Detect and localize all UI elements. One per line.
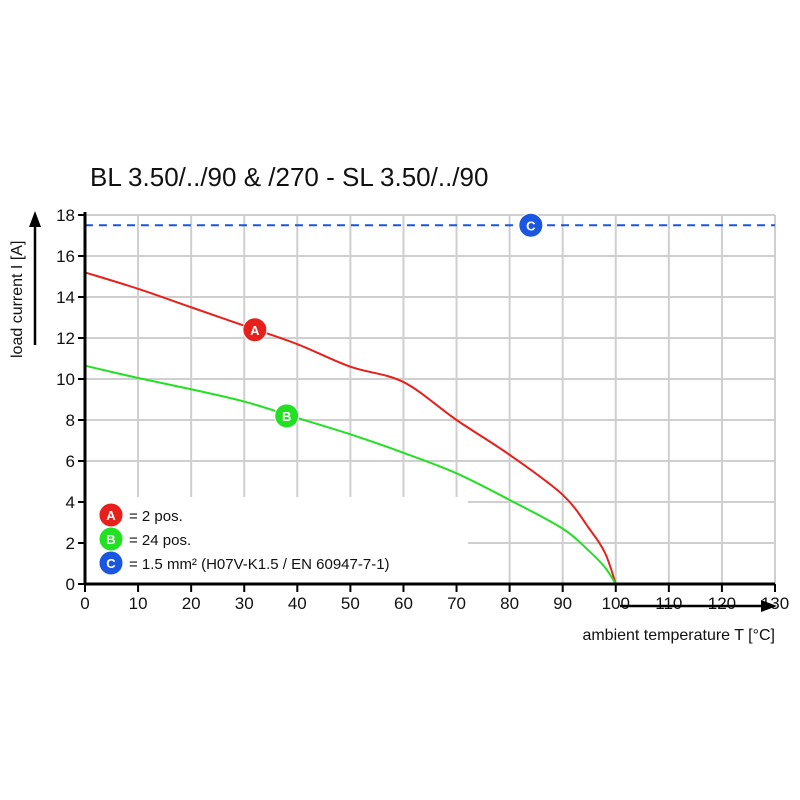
x-tick-label: 40: [288, 594, 307, 613]
legend-marker-c-circle: [98, 550, 124, 576]
curve-marker-b-letter: B: [282, 409, 291, 424]
curve-marker-c-letter: C: [526, 218, 536, 233]
legend-label-b: = 24 pos.: [129, 532, 191, 549]
chart-title: BL 3.50/../90 & /270 - SL 3.50/../90: [90, 162, 488, 192]
y-tick-label: 12: [56, 329, 75, 348]
y-tick-label: 2: [66, 534, 75, 553]
x-tick-label: 90: [553, 594, 572, 613]
x-tick-label: 120: [708, 594, 736, 613]
legend-background: [86, 497, 468, 583]
x-tick-label: 0: [80, 594, 89, 613]
x-tick-label: 70: [447, 594, 466, 613]
y-tick-label: 16: [56, 247, 75, 266]
series-layer: ABC: [84, 212, 775, 585]
x-tick-label: 80: [500, 594, 519, 613]
y-tick-label: 14: [56, 288, 75, 307]
legend-marker-b-letter: B: [106, 532, 115, 547]
y-tick-label: 6: [66, 452, 75, 471]
legend-marker-c-letter: C: [106, 556, 116, 571]
series-line-b: [84, 364, 617, 585]
y-tick-label: 8: [66, 411, 75, 430]
y-axis-arrow: [29, 211, 41, 345]
x-tick-label: 60: [394, 594, 413, 613]
legend-marker-a-letter: A: [106, 508, 116, 523]
x-axis-label: ambient temperature T [°C]: [582, 627, 775, 644]
x-tick-label: 20: [182, 594, 201, 613]
x-tick-label: 10: [129, 594, 148, 613]
y-tick-label: 10: [56, 370, 75, 389]
curve-marker-a-circle: [242, 317, 268, 343]
y-tick-label: 18: [56, 206, 75, 225]
curve-marker-b-circle: [274, 403, 300, 429]
legend-label-a: = 2 pos.: [129, 508, 183, 525]
series-line-a: [84, 271, 617, 585]
curve-marker-c-circle: [518, 212, 544, 238]
legend: A = 2 pos. B = 24 pos. C = 1.5 mm² (H07V-K1.5…: [98, 502, 390, 576]
x-tick-label: 100: [602, 594, 630, 613]
x-tick-label: 50: [341, 594, 360, 613]
curve-marker-a-letter: A: [250, 323, 260, 338]
y-tick-label: 4: [66, 493, 75, 512]
legend-label-c: = 1.5 mm² (H07V-K1.5 / EN 60947-7-1): [129, 556, 390, 573]
x-tick-label: 110: [655, 594, 682, 613]
x-tick-label: 30: [235, 594, 254, 613]
x-axis-arrow: [620, 600, 777, 612]
y-tick-label: 0: [66, 575, 75, 594]
axes: 0 10 20 30 40 50 60 70 80 90 100 110 120 130024681012…: [56, 206, 789, 613]
y-axis-label: load current I [A]: [9, 241, 26, 358]
